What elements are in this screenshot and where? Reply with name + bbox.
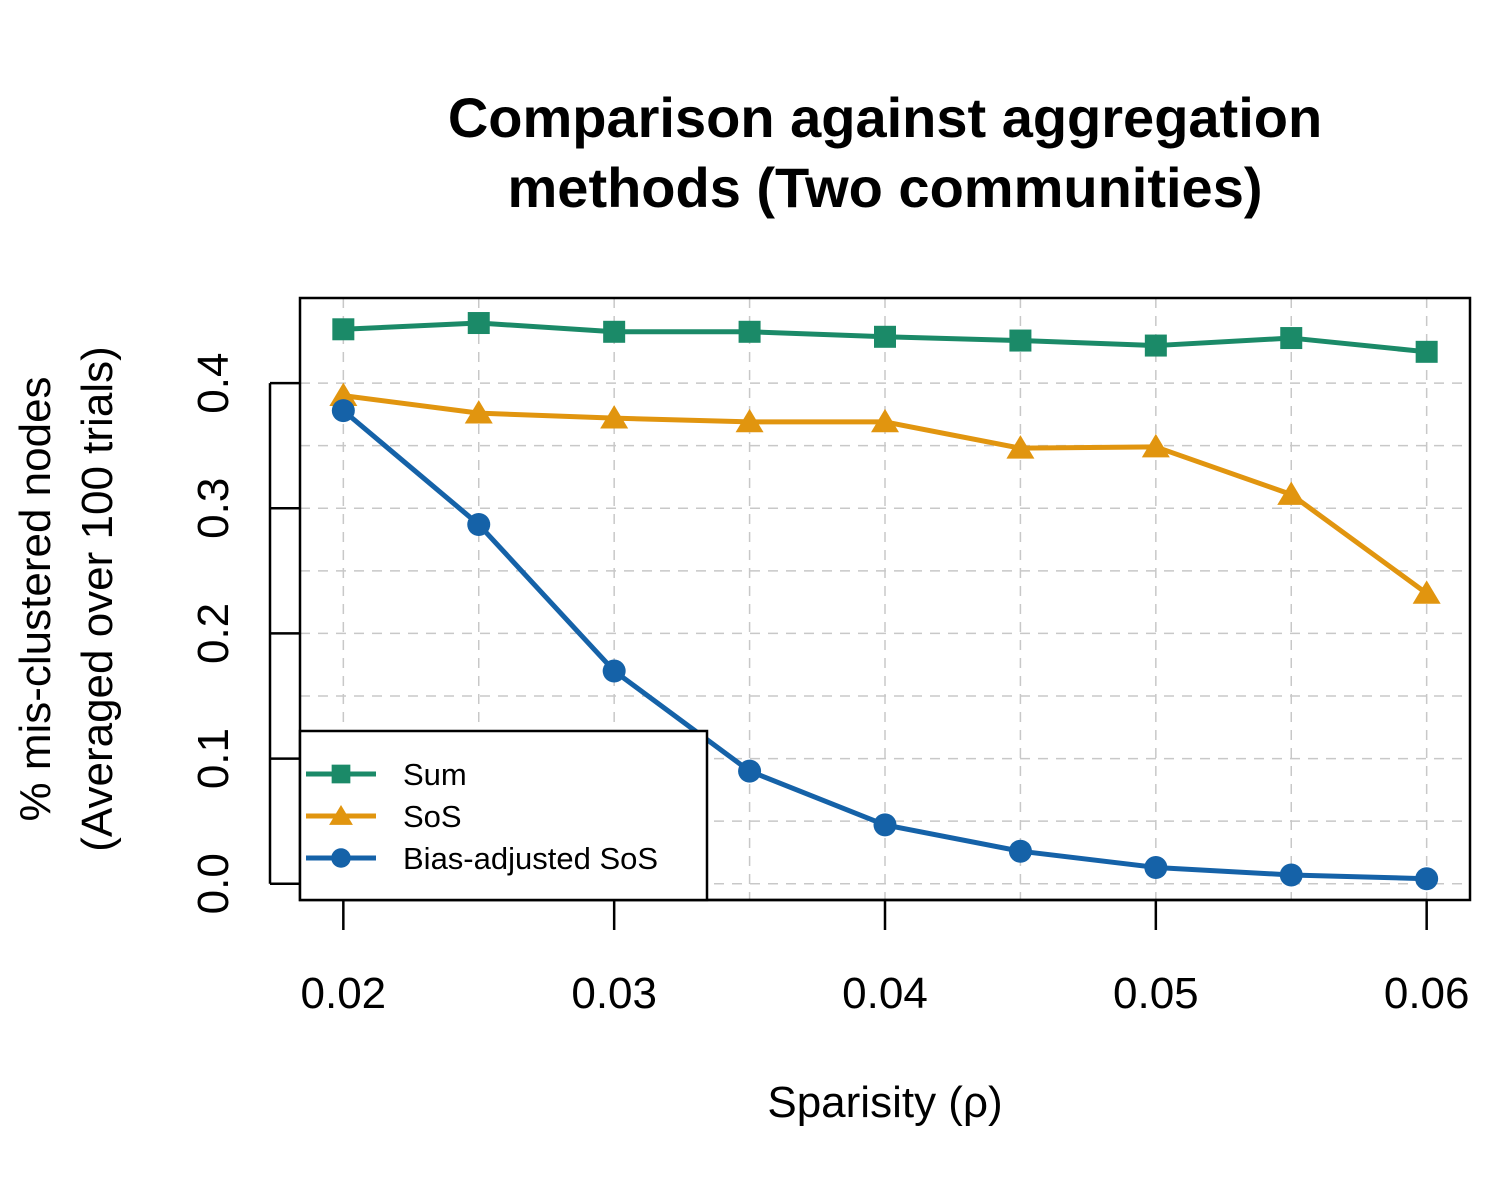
- data-point: [874, 325, 896, 348]
- data-point: [600, 405, 629, 429]
- series-sos: [329, 382, 1441, 604]
- y-tick-label: 0.1: [189, 728, 238, 789]
- data-point: [738, 320, 761, 343]
- data-point: [1415, 340, 1438, 363]
- data-point: [602, 659, 626, 683]
- chart-title: Comparison against aggregation methods (…: [448, 86, 1322, 219]
- x-tick-label: 0.05: [1113, 969, 1199, 1018]
- legend: Sum SoS Bias-adjusted SoS: [298, 729, 709, 902]
- y-axis-label: % mis-clustered nodes (Averaged over 100…: [11, 346, 122, 851]
- data-point: [467, 312, 490, 335]
- chart-title-line-1: Comparison against aggregation: [448, 86, 1322, 149]
- data-point: [873, 813, 897, 837]
- data-point: [331, 399, 355, 423]
- axes: 0.02 0.03 0.04 0.05 0.06 0.0 0.1 0.2 0.3 0.4: [189, 353, 1469, 1018]
- series-layer: [329, 312, 1441, 891]
- data-point: [467, 513, 491, 537]
- series-sum: [332, 312, 1438, 363]
- data-point: [1280, 327, 1303, 350]
- legend-label: SoS: [403, 799, 462, 834]
- legend-swatch-marker: [331, 764, 351, 784]
- data-point: [1144, 334, 1167, 357]
- data-point: [1141, 433, 1170, 458]
- data-point: [871, 408, 899, 433]
- data-point: [735, 408, 764, 433]
- data-point: [738, 759, 762, 783]
- x-tick-label: 0.02: [301, 969, 387, 1018]
- data-point: [1279, 863, 1303, 887]
- legend-swatch-marker: [329, 804, 353, 825]
- x-axis-label: Sparisity (ρ): [767, 1078, 1002, 1127]
- data-point: [332, 318, 355, 341]
- y-tick-label: 0.3: [189, 478, 238, 539]
- chart-title-line-2: methods (Two communities): [508, 156, 1263, 219]
- data-point: [464, 400, 493, 424]
- series-bias-adjusted-sos: [331, 399, 1439, 891]
- data-point: [1415, 867, 1439, 891]
- data-point: [603, 320, 626, 343]
- x-tick-label: 0.06: [1384, 969, 1470, 1018]
- data-point: [1009, 329, 1032, 352]
- data-point: [1277, 481, 1306, 505]
- y-tick-label: 0.0: [189, 853, 238, 914]
- y-tick-label: 0.4: [189, 353, 238, 414]
- x-tick-label: 0.04: [842, 969, 928, 1018]
- data-point: [329, 382, 358, 407]
- data-point: [1006, 435, 1035, 459]
- y-axis-label-line-1: % mis-clustered nodes: [11, 376, 60, 821]
- data-point: [1008, 839, 1032, 863]
- data-point: [1412, 580, 1441, 604]
- legend-label: Sum: [403, 757, 467, 792]
- legend-swatch-marker: [331, 848, 351, 868]
- y-axis-label-line-2: (Averaged over 100 trials): [73, 346, 122, 851]
- data-point: [1144, 855, 1168, 879]
- y-tick-label: 0.2: [189, 603, 238, 664]
- legend-label: Bias-adjusted SoS: [403, 841, 658, 876]
- x-tick-label: 0.03: [571, 969, 657, 1018]
